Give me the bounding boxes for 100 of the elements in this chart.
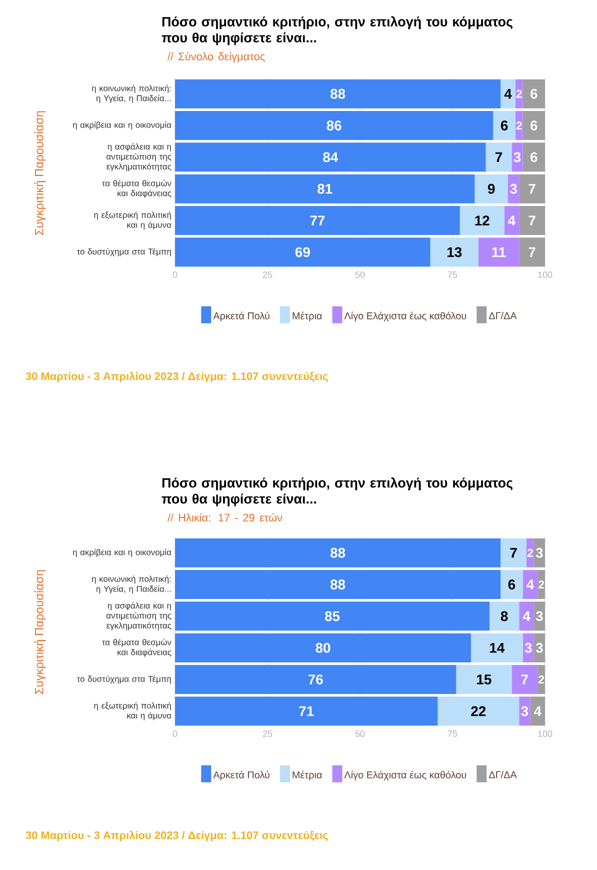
chart-title: Πόσο σημαντικό κριτήριο, στην επιλογή του κόμματος που θα ψηφίσετε είναι... bbox=[162, 16, 513, 46]
bar bbox=[175, 238, 430, 267]
bar bbox=[175, 570, 501, 600]
y-tick-label: τα θέματα θεσμών και διαφάνειας bbox=[102, 180, 172, 198]
data-label: 2 bbox=[516, 90, 522, 98]
bar bbox=[175, 79, 501, 108]
legend-label: Μέτρια bbox=[292, 312, 322, 322]
bar bbox=[460, 206, 504, 235]
y-tick-label: η ασφάλεια και η αντιμετώπιση της εγκληματικότητας bbox=[106, 602, 172, 630]
bar bbox=[175, 633, 472, 662]
data-label: 3 bbox=[536, 611, 543, 622]
data-label: 22 bbox=[471, 706, 486, 716]
data-label: 15 bbox=[477, 674, 492, 684]
bar bbox=[538, 570, 546, 600]
data-label: 4 bbox=[526, 580, 534, 590]
legend-label: Αρκετά Πολύ bbox=[213, 770, 270, 780]
y-tick-label: το δυστύχημα στα Τέμπη bbox=[76, 248, 171, 256]
legend-label: ΔΓ/ΔΑ bbox=[488, 770, 517, 778]
text: 30 Μαρτίου - 3 Απριλίου 2023 / Δείγμα: 1.107 συνεντεύξεις bbox=[26, 830, 328, 842]
x-tick-label: 50 bbox=[355, 730, 365, 737]
bar bbox=[504, 206, 520, 235]
data-label: 84 bbox=[323, 152, 338, 162]
data-label: 71 bbox=[299, 706, 314, 716]
data-label: 76 bbox=[308, 674, 323, 684]
bar bbox=[519, 602, 534, 631]
x-tick-label: 25 bbox=[262, 730, 272, 737]
data-label: 2 bbox=[527, 548, 533, 557]
text: 30 Μαρτίου - 3 Απριλίου 2023 / Δείγμα: 1.107 συνεντεύξεις bbox=[26, 372, 328, 382]
data-label: 4 bbox=[534, 706, 542, 716]
bar bbox=[430, 238, 478, 267]
bar bbox=[175, 696, 438, 726]
bar bbox=[490, 602, 520, 631]
data-label: 9 bbox=[488, 184, 495, 194]
y-tick-label: το δυστύχημα στα Τέμπη bbox=[76, 675, 171, 684]
bar bbox=[493, 111, 516, 140]
bar bbox=[175, 538, 501, 568]
bar bbox=[175, 174, 475, 204]
bar bbox=[530, 696, 546, 726]
x-tick-label: 75 bbox=[448, 730, 458, 737]
data-label: 3 bbox=[514, 152, 521, 162]
data-label: 88 bbox=[330, 580, 346, 590]
bar bbox=[175, 111, 494, 140]
data-label: 4 bbox=[504, 89, 512, 99]
data-label: 12 bbox=[475, 216, 490, 226]
data-label: 7 bbox=[528, 247, 536, 257]
bar bbox=[522, 142, 546, 172]
bar bbox=[474, 174, 508, 204]
y-axis-title: Συγκριτική Παρουσίαση bbox=[34, 570, 46, 694]
data-label: 6 bbox=[500, 120, 508, 130]
data-label: 86 bbox=[326, 120, 342, 130]
data-label: 7 bbox=[528, 216, 536, 226]
legend-label: Λίγο Ελάχιστα έως καθόλου bbox=[344, 312, 466, 322]
data-label: 8 bbox=[500, 611, 508, 622]
data-label: 11 bbox=[492, 247, 506, 257]
y-tick-label: η κοινωνική πολιτική: η Υγεία, η Παιδεία... bbox=[92, 575, 171, 594]
bar bbox=[175, 206, 460, 235]
y-tick-label: η ακρίβεια και η οικονομία bbox=[73, 121, 172, 130]
bar bbox=[512, 142, 523, 172]
data-label: 6 bbox=[530, 152, 538, 162]
bar bbox=[175, 142, 486, 172]
bar bbox=[522, 111, 546, 140]
bar bbox=[522, 570, 538, 600]
bar bbox=[500, 79, 516, 108]
data-label: 85 bbox=[324, 611, 340, 622]
data-label: 4 bbox=[508, 216, 516, 226]
data-label: 3 bbox=[521, 706, 528, 716]
y-tick-label: η ακρίβεια και η οικονομία bbox=[73, 548, 172, 557]
y-axis-title: Συγκριτική Παρουσίαση bbox=[34, 111, 46, 235]
legend-label: Μέτρια bbox=[292, 770, 322, 780]
data-label: 7 bbox=[495, 152, 502, 162]
bar bbox=[438, 696, 520, 726]
y-tick-label: η εξωτερική πολιτική και η άμυνα bbox=[94, 211, 172, 230]
x-tick-label: 50 bbox=[355, 272, 365, 278]
y-tick-label: η εξωτερική πολιτική και η άμυνα bbox=[94, 702, 172, 720]
data-label: 88 bbox=[330, 88, 346, 99]
data-label: 3 bbox=[536, 642, 543, 653]
x-tick-label: 100 bbox=[538, 272, 552, 278]
x-tick-label: 75 bbox=[448, 272, 458, 278]
data-label: 6 bbox=[530, 120, 538, 130]
chart-subtitle: // Ηλικία: 17 - 29 ετών bbox=[168, 513, 282, 522]
data-label: 88 bbox=[330, 548, 346, 558]
bar bbox=[519, 238, 546, 267]
data-label: 4 bbox=[522, 611, 530, 621]
data-label: 69 bbox=[295, 247, 310, 258]
data-label: 6 bbox=[530, 88, 538, 99]
legend-label: Λίγο Ελάχιστα έως καθόλου bbox=[344, 770, 466, 780]
bar bbox=[500, 538, 527, 568]
data-label: 77 bbox=[310, 216, 325, 226]
data-label: 14 bbox=[490, 643, 505, 653]
bar bbox=[175, 665, 456, 694]
data-label: 2 bbox=[516, 121, 522, 130]
bar bbox=[456, 665, 512, 694]
data-label: 6 bbox=[508, 580, 516, 590]
x-tick-label: 25 bbox=[262, 272, 272, 278]
data-label: 7 bbox=[521, 674, 528, 684]
data-label: 81 bbox=[318, 184, 332, 194]
bar bbox=[515, 79, 523, 108]
bar bbox=[486, 142, 512, 172]
bar bbox=[471, 633, 523, 662]
data-label: 3 bbox=[510, 184, 517, 194]
